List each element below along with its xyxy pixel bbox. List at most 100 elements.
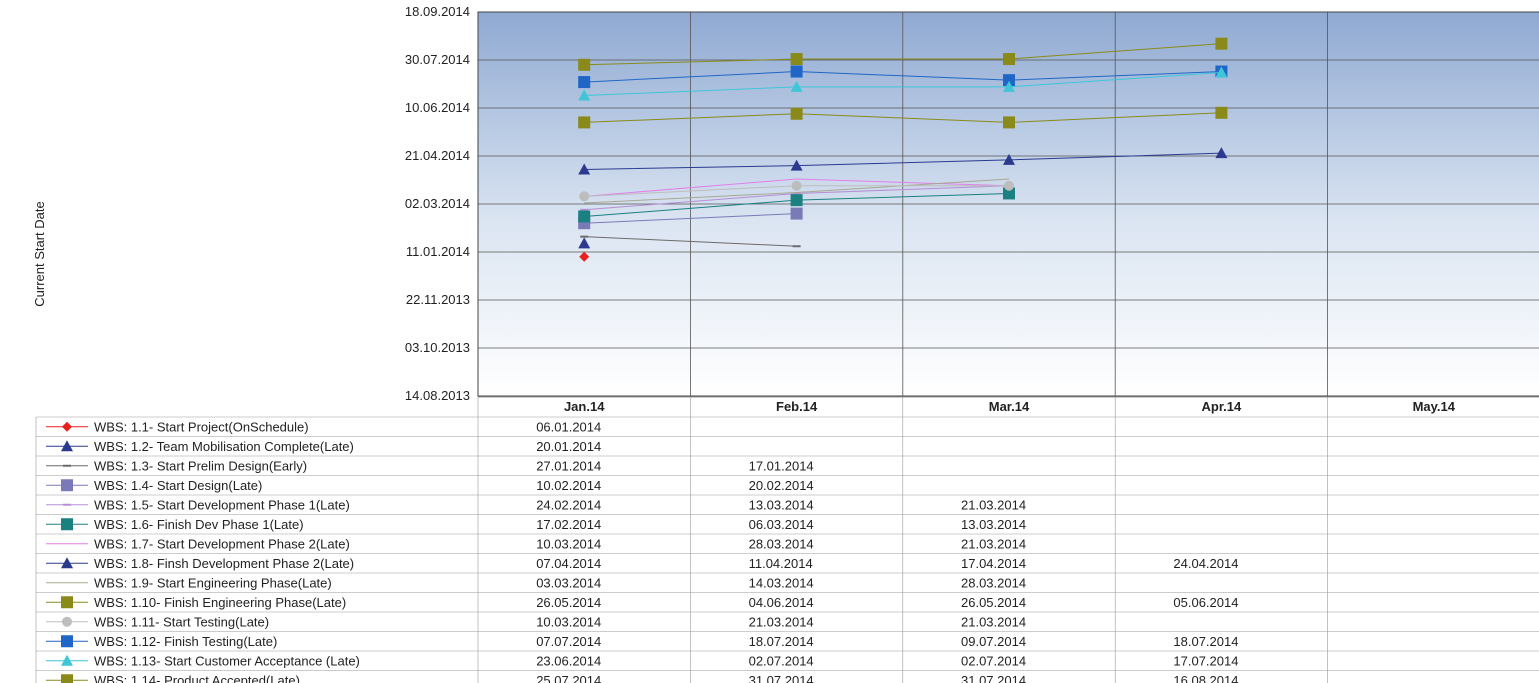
axes: 14.08.2013 03.10.2013 22.11.2013 11.01.2014… [405,4,1539,403]
data-point [1003,53,1015,66]
table-cell: 07.04.2014 [536,556,601,571]
legend-entry: WBS: 1.5- Start Development Phase 1(Late… [94,497,350,512]
data-point [790,107,803,120]
data-point [1003,116,1015,129]
legend-swatch-marker [61,479,73,492]
y-tick-label: 21.04.2014 [405,148,470,163]
table-cell: 21.03.2014 [961,614,1026,629]
y-tick-label: 14.08.2013 [405,388,470,403]
legend-entry: WBS: 1.9- Start Engineering Phase(Late) [94,575,332,590]
table-cell: 28.03.2014 [961,575,1026,590]
data-point [790,194,803,207]
table-cell: 26.05.2014 [536,595,601,610]
data-point [1004,180,1014,191]
y-tick-label: 22.11.2013 [406,292,470,307]
legend-swatch-marker [62,616,72,627]
series-3 [580,235,801,248]
table-cell: 17.07.2014 [1173,653,1238,668]
data-point [578,116,591,129]
data-point [790,65,803,78]
data-point [578,89,591,101]
series-line [584,112,1222,123]
series-13 [578,66,1228,101]
series-line [584,71,1222,97]
table-cell: 17.04.2014 [961,556,1026,571]
legend-entry: WBS: 1.14- Product Accepted(Late) [94,673,300,683]
table-cell: 31.07.2014 [961,673,1026,683]
x-tick-label: Mar.14 [989,399,1030,414]
y-tick-label: 03.10.2013 [405,340,470,355]
table-cell: 28.03.2014 [749,536,814,551]
series-line [584,213,797,224]
data-point [1215,106,1228,119]
table-cell: 10.03.2014 [536,614,601,629]
data-point [580,208,589,211]
data-point [1003,153,1015,165]
table-cell: 18.07.2014 [749,634,814,649]
legend-entry: WBS: 1.11- Start Testing(Late) [94,614,269,629]
legend-entry: WBS: 1.4- Start Design(Late) [94,478,262,493]
legend-entry: WBS: 1.6- Finish Dev Phase 1(Late) [94,517,304,532]
legend-entry: WBS: 1.1- Start Project(OnSchedule) [94,419,309,434]
data-point [1215,37,1228,50]
legend-entry: WBS: 1.7- Start Development Phase 2(Late… [94,536,350,551]
plot-frame [477,11,1539,397]
data-point [1003,187,1015,200]
table-cell: 13.03.2014 [961,517,1026,532]
y-axis-label: Current Start Date [32,201,47,307]
table-cell: 10.03.2014 [536,536,601,551]
table-cell: 26.05.2014 [961,595,1026,610]
series-14 [578,37,1228,71]
data-point [579,191,590,202]
data-point [1003,80,1015,92]
series-10 [578,106,1228,129]
table-cell: 23.06.2014 [536,653,601,668]
legend-swatch-marker [63,464,71,467]
table-cell: 10.02.2014 [536,478,601,493]
legend-swatch-marker [61,440,73,452]
data-point [1003,74,1015,87]
legend-swatch-marker [61,635,73,648]
legend-swatch-marker [63,503,71,506]
series-1 [579,251,590,262]
y-tick-label: 10.06.2014 [405,100,470,115]
series-line [584,71,1222,83]
legend-swatch-marker [61,518,73,531]
table-cell: 20.01.2014 [536,439,601,454]
data-point [790,207,803,220]
legend-entry: WBS: 1.12- Finish Testing(Late) [94,634,277,649]
series-layer [578,37,1228,262]
legend-swatch-marker [61,674,73,683]
table-cell: 31.07.2014 [749,673,814,683]
series-6 [578,187,1015,223]
legend-swatch-marker [62,421,72,432]
legend-entry: WBS: 1.3- Start Prelim Design(Early) [94,458,307,473]
table-cell: 02.07.2014 [749,653,814,668]
table-cell: 11.04.2014 [749,556,813,571]
x-tick-label: Jan.14 [564,399,605,414]
data-point [578,76,591,89]
table-cell: 25.07.2014 [536,673,601,683]
x-tick-label: Feb.14 [776,399,818,414]
series-11 [579,180,1014,202]
data-point [790,53,803,66]
table-cell: 13.03.2014 [749,497,814,512]
series-line [584,178,1010,204]
y-tick-label: 30.07.2014 [405,52,470,67]
table-cell: 04.06.2014 [749,595,814,610]
data-point [580,235,589,238]
legend-entry: WBS: 1.10- Finish Engineering Phase(Late… [94,595,346,610]
legend-swatch-marker [61,654,73,666]
data-point [790,80,803,92]
data-point [792,192,801,195]
table-cell: 05.06.2014 [1173,595,1238,610]
table-cell: 21.03.2014 [749,614,814,629]
table-cell: 06.01.2014 [536,419,601,434]
data-point [578,163,591,175]
legend-entry: WBS: 1.2- Team Mobilisation Complete(Lat… [94,439,354,454]
legend-entry: WBS: 1.8- Finsh Development Phase 2(Late… [94,556,354,571]
series-9 [584,178,1010,204]
series-line [584,43,1222,66]
series-line [584,152,1222,170]
